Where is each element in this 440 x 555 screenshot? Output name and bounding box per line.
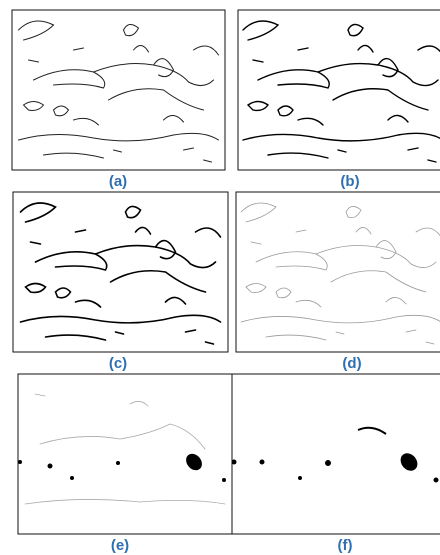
- panel-frame: [18, 374, 232, 534]
- panel-label: (d): [342, 355, 361, 372]
- panel-label: (e): [111, 537, 129, 554]
- panel-frame: [13, 192, 228, 352]
- panel-label: (c): [109, 355, 127, 372]
- panel-frame: [12, 10, 225, 170]
- panel-label: (a): [109, 173, 127, 190]
- panel-label: (b): [340, 173, 359, 190]
- panel-frame: [236, 192, 440, 352]
- figure: (a) (b) (c) (d) (e) (f): [0, 0, 440, 555]
- panel-label: (f): [338, 537, 353, 554]
- panel-frame: [238, 10, 440, 170]
